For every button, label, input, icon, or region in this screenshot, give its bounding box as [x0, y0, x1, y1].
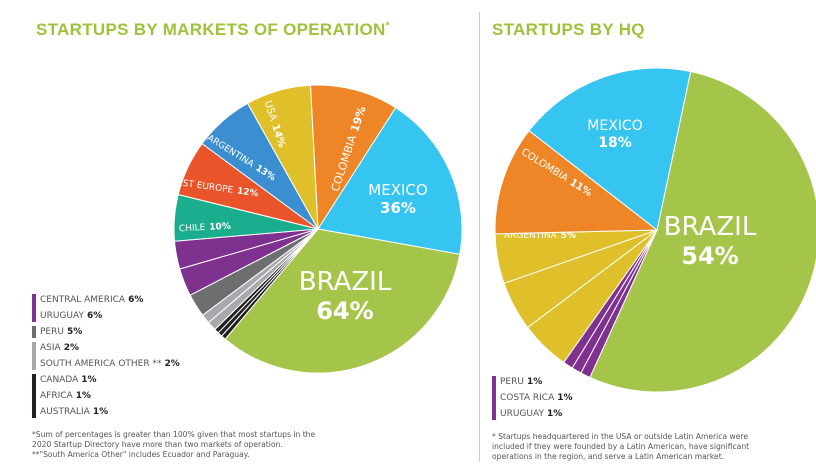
- legend-swatch: [32, 358, 36, 370]
- legend-swatch: [492, 392, 496, 408]
- pie-slice-usa: [246, 84, 319, 230]
- pie-slice-brazil: [589, 70, 816, 393]
- pie-slice-mexico: [317, 107, 463, 255]
- legend-swatch: [32, 390, 36, 406]
- right-legend: PERU 1% COSTA RICA 1% URUGUAY 1%: [492, 374, 573, 422]
- right-footnote: * Startups headquartered in the USA or o…: [492, 432, 750, 461]
- slice-label: CHILE 10%: [179, 222, 231, 235]
- legend-item: AUSTRALIA 1%: [32, 404, 180, 420]
- legend-swatch: [32, 342, 36, 358]
- legend-item: ASIA 2%: [32, 340, 180, 358]
- legend-item: AFRICA 1%: [32, 388, 180, 406]
- left-footnote: *Sum of percentages is greater than 100%…: [32, 430, 316, 459]
- pie-slice-colombia: [309, 84, 397, 231]
- legend-item: COSTA RICA 1%: [492, 390, 573, 408]
- divider: [479, 12, 480, 462]
- left-chart-title: STARTUPS BY MARKETS OF OPERATION*: [36, 20, 390, 39]
- legend-swatch: [32, 406, 36, 418]
- slice-label: BRAZIL 54%: [664, 212, 757, 270]
- legend-swatch: [32, 374, 36, 390]
- legend-item: CANADA 1%: [32, 372, 180, 390]
- slice-label: ARGENTINA 5%: [504, 231, 576, 241]
- legend-swatch: [32, 310, 36, 322]
- pie-slice-brazil: [224, 228, 461, 374]
- legend-item: URUGUAY 1%: [492, 406, 573, 422]
- legend-swatch: [32, 294, 36, 310]
- slice-label: BRAZIL 64%: [299, 267, 392, 325]
- legend-swatch: [32, 326, 36, 338]
- legend-item: CENTRAL AMERICA 6%: [32, 292, 180, 310]
- right-chart-title: STARTUPS BY HQ: [492, 20, 645, 39]
- slice-label: MEXICO 18%: [587, 118, 642, 151]
- legend-item: PERU 5%: [32, 324, 180, 340]
- left-legend: CENTRAL AMERICA 6% URUGUAY 6% PERU 5% ASIA 2% SO…: [32, 292, 180, 420]
- legend-swatch: [492, 376, 496, 392]
- legend-item: SOUTH AMERICA OTHER ** 2%: [32, 356, 180, 372]
- pie-slice-colombia: [494, 129, 659, 235]
- legend-item: URUGUAY 6%: [32, 308, 180, 324]
- pie-slice-mexico: [528, 67, 692, 231]
- legend-swatch: [492, 408, 496, 420]
- slice-label: MEXICO 36%: [368, 181, 427, 217]
- legend-item: PERU 1%: [492, 374, 573, 392]
